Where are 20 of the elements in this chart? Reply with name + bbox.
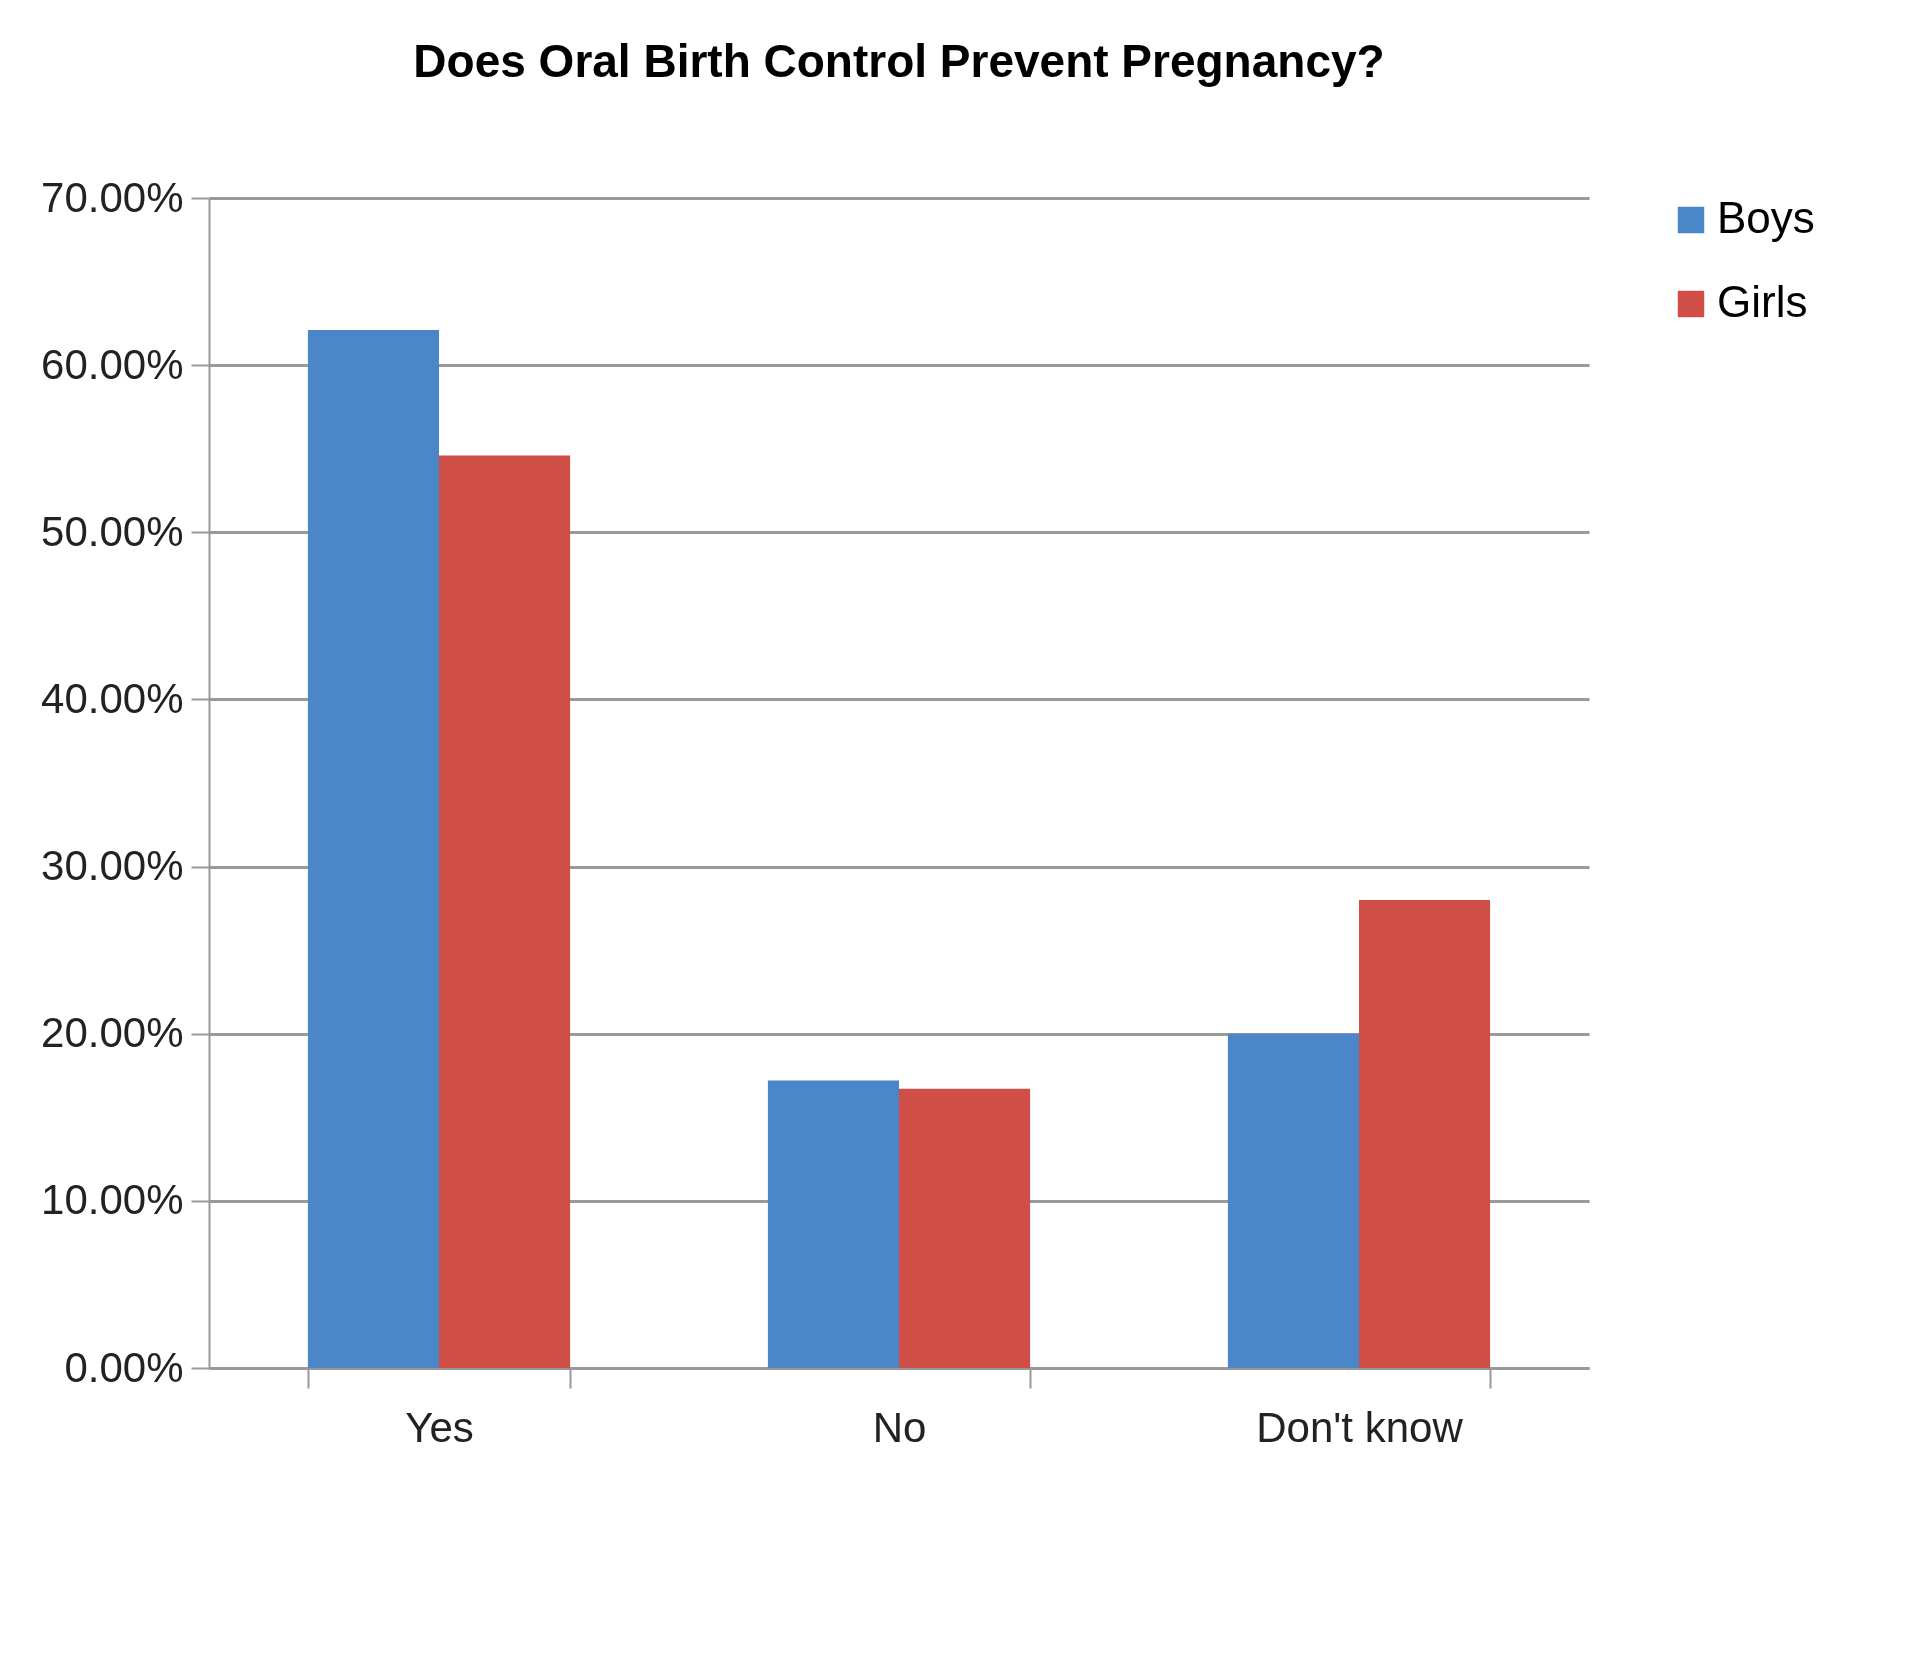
x-tick-label: No xyxy=(872,1403,927,1451)
bar xyxy=(767,1080,899,1368)
y-tick-label: 50.00% xyxy=(41,507,184,555)
bar xyxy=(1227,1033,1359,1368)
y-tick-label: 70.00% xyxy=(41,173,184,221)
bar xyxy=(1359,900,1491,1368)
legend-label: Girls xyxy=(1717,277,1808,326)
y-tick-label: 20.00% xyxy=(41,1009,184,1057)
y-tick-label: 40.00% xyxy=(41,674,184,722)
y-tick-label: 60.00% xyxy=(41,340,184,388)
y-tick-label: 0.00% xyxy=(64,1343,184,1391)
x-tick-label: Don't know xyxy=(1256,1403,1464,1451)
bar xyxy=(439,455,571,1368)
bar xyxy=(899,1088,1031,1368)
bar xyxy=(307,330,439,1368)
x-tick-label: Yes xyxy=(405,1403,474,1451)
chart-title: Does Oral Birth Control Prevent Pregnancy? xyxy=(413,35,1385,87)
y-tick-label: 10.00% xyxy=(41,1176,184,1224)
y-tick-label: 30.00% xyxy=(41,842,184,890)
legend-label: Boys xyxy=(1717,193,1815,242)
